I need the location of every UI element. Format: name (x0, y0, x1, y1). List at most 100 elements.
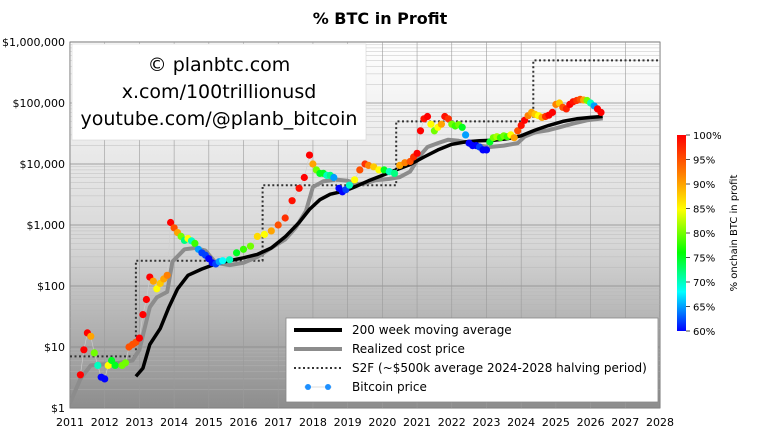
bitcoin-price-point (142, 295, 150, 304)
bitcoin-price-point (305, 151, 314, 159)
bitcoin-price-point (548, 108, 557, 116)
bitcoin-price-point (437, 120, 445, 128)
bitcoin-price-point (345, 181, 353, 189)
y-tick-label: $1,000 (27, 219, 66, 232)
legend-label-s2f: S2F (~$500k average 2024-2028 halving pe… (352, 361, 647, 375)
bitcoin-price-point (87, 332, 95, 340)
y-tick-label: $100,000 (13, 97, 66, 110)
colorbar-tick-label: 70% (693, 278, 715, 289)
bitcoin-price-point (458, 123, 466, 131)
bitcoin-price-point (76, 371, 84, 379)
colorbar-label: % onchain BTC in profit (729, 175, 740, 292)
bitcoin-price-point (351, 176, 359, 184)
watermark-line-3: youtube.com/@planb_bitcoin (81, 108, 358, 130)
y-tick-label: $1 (51, 402, 65, 415)
x-tick-label: 2017 (264, 416, 292, 429)
colorbar-tick-label: 100% (693, 131, 722, 142)
colorbar-tick-label: 60% (693, 327, 715, 338)
bitcoin-price-point (111, 361, 119, 369)
bitcoin-price-point (370, 163, 378, 171)
bitcoin-price-point (253, 232, 261, 240)
bitcoin-price-point (226, 256, 234, 264)
legend: 200 week moving average Realized cost pr… (285, 317, 659, 403)
y-tick-label: $10,000 (20, 158, 66, 171)
x-tick-label: 2022 (438, 416, 466, 429)
bitcoin-price-point (219, 257, 227, 265)
bitcoin-price-point (101, 375, 109, 383)
bitcoin-price-point (274, 221, 282, 229)
x-tick-label: 2025 (542, 416, 570, 429)
bitcoin-price-point (163, 271, 171, 279)
x-tick-label: 2023 (472, 416, 500, 429)
bitcoin-price-point (80, 346, 88, 354)
x-tick-label: 2015 (195, 416, 223, 429)
bitcoin-price-point (267, 227, 275, 235)
x-tick-label: 2018 (299, 416, 327, 429)
bitcoin-price-point (233, 249, 241, 257)
watermark-box: © planbtc.com x.com/100trillionusd youtu… (71, 43, 367, 141)
bitcoin-price-points (76, 95, 605, 383)
bitcoin-price-point (413, 149, 421, 157)
bitcoin-price-point (462, 131, 470, 139)
legend-swatch-btc-dot-1 (305, 384, 311, 390)
x-tick-label: 2013 (125, 416, 153, 429)
bitcoin-price-point (153, 285, 161, 293)
x-tick-label: 2027 (611, 416, 639, 429)
bitcoin-price-point (121, 359, 130, 367)
x-tick-label: 2021 (403, 416, 431, 429)
bitcoin-price-point (356, 166, 364, 174)
bitcoin-price-point (416, 127, 425, 135)
s2f-line (70, 59, 660, 358)
bitcoin-price-point (191, 239, 199, 247)
bitcoin-price-point (309, 160, 317, 168)
colorbar-ticks: 100% 95% 90% 85% 80% 75% 70% 65% 60% (686, 131, 722, 338)
bitcoin-price-point (444, 115, 452, 123)
bitcoin-price-point (423, 112, 432, 121)
x-tick-label: 2019 (334, 416, 362, 429)
bitcoin-price-point (295, 184, 303, 192)
legend-label-200wma: 200 week moving average (352, 323, 512, 337)
watermark-line-1: © planbtc.com (148, 54, 291, 76)
bitcoin-price-point (135, 334, 143, 342)
bitcoin-price-point (246, 242, 255, 250)
bitcoin-price-point (482, 146, 491, 154)
bitcoin-price-point (239, 245, 248, 253)
colorbar: 100% 95% 90% 85% 80% 75% 70% 65% 60% % onchain B… (677, 131, 740, 338)
bitcoin-price-point (260, 230, 268, 238)
x-tick-label: 2024 (507, 416, 535, 429)
watermark-line-2: x.com/100trillionusd (122, 81, 317, 103)
colorbar-gradient (677, 135, 686, 331)
y-axis-ticks: $1 $10 $100 $1,000 $10,000 $100,000 $1,000,000 (2, 36, 65, 415)
x-tick-label: 2020 (368, 416, 396, 429)
bitcoin-price-point (281, 214, 289, 222)
bitcoin-price-point (288, 197, 296, 205)
y-tick-label: $1,000,000 (2, 36, 65, 49)
bitcoin-price-point (149, 277, 157, 285)
legend-label-bitcoin: Bitcoin price (352, 380, 427, 394)
legend-swatch-btc-dot-2 (325, 384, 331, 390)
legend-label-realized: Realized cost price (352, 342, 465, 356)
colorbar-tick-label: 80% (693, 229, 715, 240)
bitcoin-price-point (94, 361, 102, 369)
bitcoin-price-point (375, 166, 383, 174)
bitcoin-price-point (597, 108, 605, 116)
x-tick-label: 2026 (577, 416, 605, 429)
colorbar-tick-label: 90% (693, 180, 715, 191)
y-tick-label: $10 (44, 341, 65, 354)
realized-cost-line (70, 116, 603, 404)
colorbar-tick-label: 75% (693, 254, 715, 265)
x-tick-label: 2012 (91, 416, 119, 429)
x-tick-label: 2014 (160, 416, 188, 429)
bitcoin-price-point (510, 134, 518, 142)
bitcoin-price-point (167, 218, 175, 227)
bitcoin-price-point (517, 121, 525, 129)
bitcoin-price-point (330, 173, 338, 182)
bitcoin-price-point (139, 311, 147, 319)
x-tick-label: 2011 (56, 416, 84, 429)
x-tick-label: 2028 (646, 416, 674, 429)
chart-title: % BTC in Profit (313, 9, 448, 28)
colorbar-tick-label: 65% (693, 303, 715, 314)
bitcoin-price-point (427, 120, 435, 128)
bitcoin-price-point (90, 349, 98, 357)
